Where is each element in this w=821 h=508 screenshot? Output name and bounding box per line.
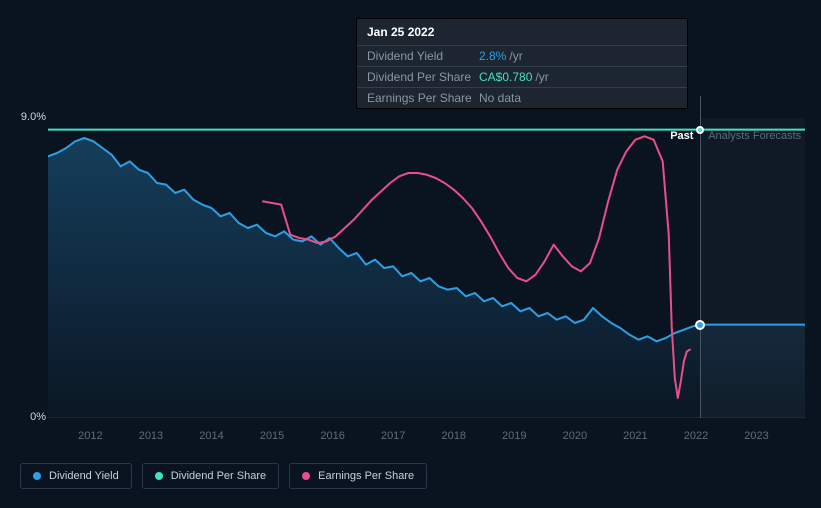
y-tick-label: 9.0% bbox=[6, 111, 46, 123]
y-tick-label: 0% bbox=[6, 411, 46, 423]
x-tick-label: 2012 bbox=[78, 430, 102, 442]
legend-label: Dividend Per Share bbox=[171, 470, 266, 482]
x-tick-label: 2017 bbox=[381, 430, 405, 442]
x-tick-label: 2016 bbox=[320, 430, 344, 442]
hover-guideline bbox=[700, 96, 701, 418]
x-tick-label: 2019 bbox=[502, 430, 526, 442]
chart-legend: Dividend Yield Dividend Per Share Earnings… bbox=[20, 463, 427, 489]
x-tick-label: 2020 bbox=[563, 430, 587, 442]
x-tick-label: 2015 bbox=[260, 430, 284, 442]
tooltip-value: No data bbox=[479, 91, 524, 105]
tooltip-row: Earnings Per ShareNo data bbox=[357, 88, 687, 108]
legend-item-earnings-per-share[interactable]: Earnings Per Share bbox=[289, 463, 427, 489]
legend-label: Dividend Yield bbox=[49, 470, 119, 482]
divider-dot-icon bbox=[696, 126, 704, 134]
x-tick-label: 2022 bbox=[684, 430, 708, 442]
legend-dot-icon bbox=[302, 472, 310, 480]
legend-dot-icon bbox=[33, 472, 41, 480]
tooltip-key: Dividend Per Share bbox=[367, 70, 479, 84]
x-tick-label: 2018 bbox=[442, 430, 466, 442]
tooltip-per: /yr bbox=[509, 49, 522, 63]
tooltip-key: Earnings Per Share bbox=[367, 91, 479, 105]
chart-plot-area[interactable] bbox=[48, 118, 805, 418]
tooltip-value: CA$0.780/yr bbox=[479, 70, 549, 84]
legend-dot-icon bbox=[155, 472, 163, 480]
tooltip-row: Dividend Per ShareCA$0.780/yr bbox=[357, 67, 687, 88]
x-tick-label: 2014 bbox=[199, 430, 223, 442]
x-tick-label: 2023 bbox=[744, 430, 768, 442]
past-label: Past bbox=[670, 130, 693, 142]
dividend-chart: 9.0%0% Past Analysts Forecasts 201220132… bbox=[0, 0, 821, 508]
analysts-forecasts-label: Analysts Forecasts bbox=[708, 130, 801, 142]
legend-label: Earnings Per Share bbox=[318, 470, 414, 482]
tooltip-key: Dividend Yield bbox=[367, 49, 479, 63]
x-axis-labels: 2012 2013 2014 2015 2016 2017 2018 2019 2020 2021… bbox=[48, 430, 805, 450]
x-tick-label: 2013 bbox=[139, 430, 163, 442]
tooltip-row: Dividend Yield2.8%/yr bbox=[357, 46, 687, 67]
x-tick-label: 2021 bbox=[623, 430, 647, 442]
tooltip-per: /yr bbox=[535, 70, 548, 84]
hover-marker-icon bbox=[695, 320, 705, 330]
legend-item-dividend-per-share[interactable]: Dividend Per Share bbox=[142, 463, 279, 489]
chart-tooltip: Jan 25 2022 Dividend Yield2.8%/yrDividen… bbox=[356, 18, 688, 109]
legend-item-dividend-yield[interactable]: Dividend Yield bbox=[20, 463, 132, 489]
tooltip-date: Jan 25 2022 bbox=[357, 19, 687, 46]
tooltip-value: 2.8%/yr bbox=[479, 49, 523, 63]
